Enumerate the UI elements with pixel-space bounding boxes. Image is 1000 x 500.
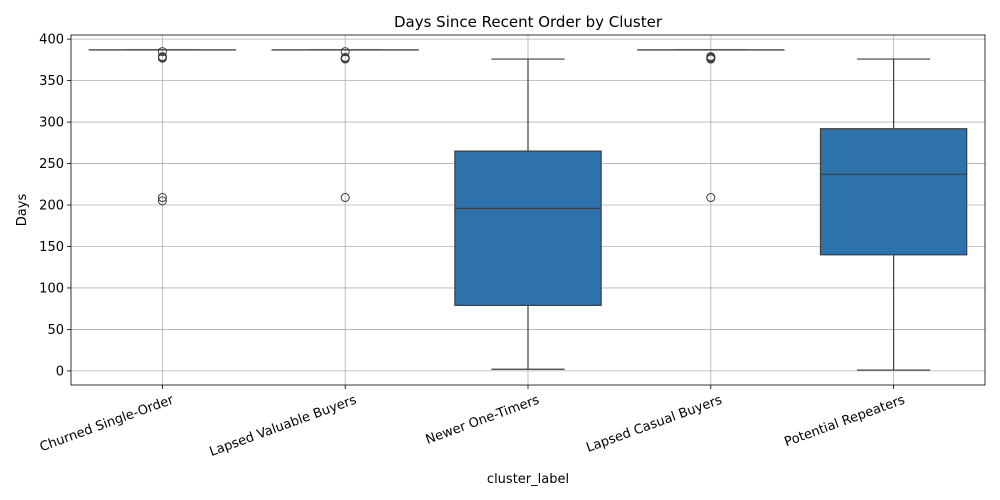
x-tick-label: Lapsed Valuable Buyers	[208, 393, 359, 460]
y-axis-label: Days	[15, 194, 30, 227]
y-tick-label: 200	[39, 199, 64, 214]
box-iqr	[454, 150, 602, 306]
box-group	[637, 49, 785, 203]
outlier-point	[340, 54, 350, 64]
chart-title: Days Since Recent Order by Cluster	[394, 13, 663, 31]
y-tick-label: 50	[47, 323, 64, 338]
y-tick-label: 350	[39, 74, 64, 89]
outlier-point	[157, 47, 167, 57]
y-tick-label: 100	[39, 281, 64, 296]
boxes	[88, 47, 968, 371]
box-iqr	[819, 128, 968, 256]
box-group	[271, 47, 419, 203]
y-tick-label: 0	[56, 364, 64, 379]
box-group	[819, 58, 968, 371]
outlier-point	[340, 47, 350, 57]
x-tick-label: Churned Single-Order	[38, 392, 176, 455]
x-axis-label: cluster_label	[487, 472, 569, 487]
outlier-point	[157, 196, 167, 206]
box-group	[454, 58, 602, 370]
outlier-point	[157, 193, 167, 203]
y-tick-label: 300	[39, 116, 64, 131]
outlier-point	[706, 193, 716, 203]
outlier-point	[706, 54, 716, 64]
y-tick-label: 400	[39, 33, 64, 48]
y-tick-label: 150	[39, 240, 64, 255]
x-tick-label: Potential Repeaters	[783, 393, 908, 451]
x-tick-label: Lapsed Casual Buyers	[584, 393, 724, 456]
y-tick-label: 250	[39, 157, 64, 172]
outlier-point	[340, 193, 350, 203]
box-group	[88, 47, 237, 206]
x-tick-label: Newer One-Timers	[424, 393, 542, 448]
outlier-point	[157, 53, 167, 63]
